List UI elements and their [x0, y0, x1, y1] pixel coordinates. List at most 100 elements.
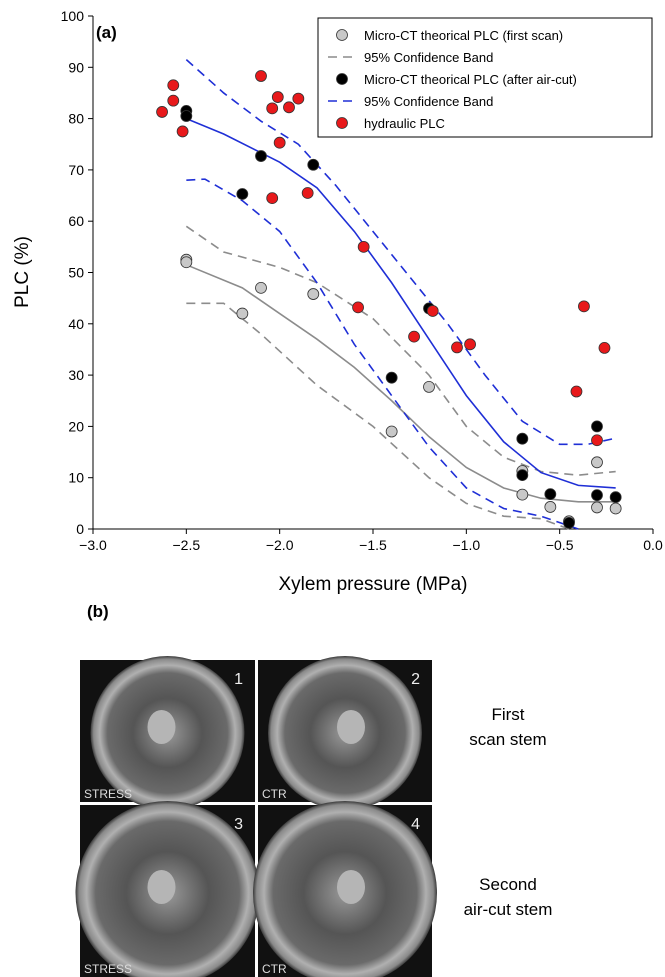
- point: [544, 488, 557, 501]
- point: [609, 491, 622, 504]
- point: [180, 110, 193, 122]
- point: [451, 341, 463, 354]
- legend-label: 95% Confidence Band: [364, 50, 493, 65]
- y-tick-label: 40: [68, 316, 84, 332]
- confidence-band: [185, 225, 616, 476]
- ct-image: 3 STRESS: [75, 801, 260, 977]
- x-tick-label: 0.0: [643, 537, 663, 553]
- confidence-band: [186, 178, 579, 530]
- point: [180, 256, 193, 269]
- legend-label: Micro-CT theorical PLC (first scan): [364, 28, 563, 43]
- point: [273, 136, 286, 149]
- point: [236, 188, 249, 200]
- row-label: air-cut stem: [464, 900, 553, 919]
- x-tick-label: −3.0: [79, 537, 107, 553]
- legend-marker: [336, 117, 348, 129]
- y-tick-label: 70: [68, 162, 84, 178]
- point: [301, 187, 314, 199]
- point: [385, 425, 398, 438]
- point: [271, 91, 284, 103]
- pith: [337, 710, 365, 744]
- y-tick-label: 0: [76, 521, 84, 537]
- ct-image: 2 CTR: [258, 656, 432, 810]
- point: [516, 488, 529, 501]
- fit-line: [186, 264, 616, 503]
- fit-line: [186, 117, 616, 489]
- legend-label: 95% Confidence Band: [364, 94, 493, 109]
- legend-label: hydraulic PLC: [364, 116, 445, 131]
- point: [236, 307, 249, 320]
- legend-box: [317, 17, 653, 138]
- confidence-band: [186, 302, 570, 530]
- confidence-band: [185, 59, 616, 446]
- point: [591, 489, 603, 502]
- image-label: STRESS: [84, 787, 132, 801]
- y-tick-label: 50: [68, 265, 84, 281]
- point: [570, 385, 583, 398]
- point: [176, 125, 189, 138]
- pith: [147, 870, 176, 904]
- row-label: scan stem: [469, 730, 546, 749]
- point: [156, 106, 168, 118]
- point: [283, 101, 295, 114]
- y-axis-label: PLC (%): [12, 236, 33, 308]
- point: [591, 420, 603, 433]
- point: [307, 158, 320, 171]
- point: [544, 501, 557, 513]
- point: [266, 192, 279, 205]
- image-number: 3: [234, 816, 243, 833]
- row-label: Second: [479, 875, 537, 894]
- image-label: CTR: [262, 787, 287, 801]
- legend-marker: [336, 29, 348, 41]
- y-tick-label: 10: [68, 470, 84, 486]
- y-tick-label: 90: [68, 59, 84, 75]
- image-label: STRESS: [84, 962, 132, 976]
- point: [591, 456, 603, 469]
- point: [464, 338, 476, 351]
- point: [591, 501, 603, 514]
- pith: [147, 710, 176, 744]
- point: [385, 371, 398, 384]
- panel-label: (b): [87, 602, 109, 621]
- point: [357, 240, 370, 253]
- x-tick-label: −1.0: [453, 537, 481, 553]
- point: [609, 502, 622, 515]
- y-tick-label: 60: [68, 213, 84, 229]
- panel-label: (a): [96, 23, 117, 42]
- point: [266, 102, 279, 115]
- point: [255, 281, 267, 294]
- image-number: 2: [411, 671, 420, 688]
- point: [578, 300, 590, 313]
- ct-image: 1 STRESS: [80, 656, 255, 810]
- point: [591, 434, 603, 447]
- point: [516, 469, 529, 482]
- y-tick-label: 100: [61, 8, 85, 24]
- image-number: 4: [411, 816, 420, 833]
- x-tick-label: −0.5: [546, 537, 574, 553]
- x-tick-label: −1.5: [359, 537, 387, 553]
- point: [255, 150, 267, 162]
- point: [563, 516, 575, 529]
- point: [292, 92, 305, 105]
- pith: [337, 870, 365, 904]
- point: [167, 94, 180, 107]
- point: [516, 432, 529, 445]
- image-number: 1: [234, 671, 243, 688]
- y-tick-label: 80: [68, 111, 84, 127]
- x-axis-label: Xylem pressure (MPa): [279, 574, 468, 595]
- point: [167, 79, 180, 92]
- point: [352, 301, 364, 314]
- ct-image: 4 CTR: [253, 801, 437, 977]
- y-tick-label: 20: [68, 418, 84, 434]
- legend-marker: [336, 73, 348, 85]
- row-label: First: [491, 705, 524, 724]
- y-tick-label: 30: [68, 367, 84, 383]
- image-label: CTR: [262, 962, 287, 976]
- legend-label: Micro-CT theorical PLC (after air-cut): [364, 72, 577, 87]
- point: [598, 342, 611, 354]
- x-tick-label: −2.5: [173, 537, 201, 553]
- point: [255, 70, 267, 82]
- point: [423, 380, 435, 393]
